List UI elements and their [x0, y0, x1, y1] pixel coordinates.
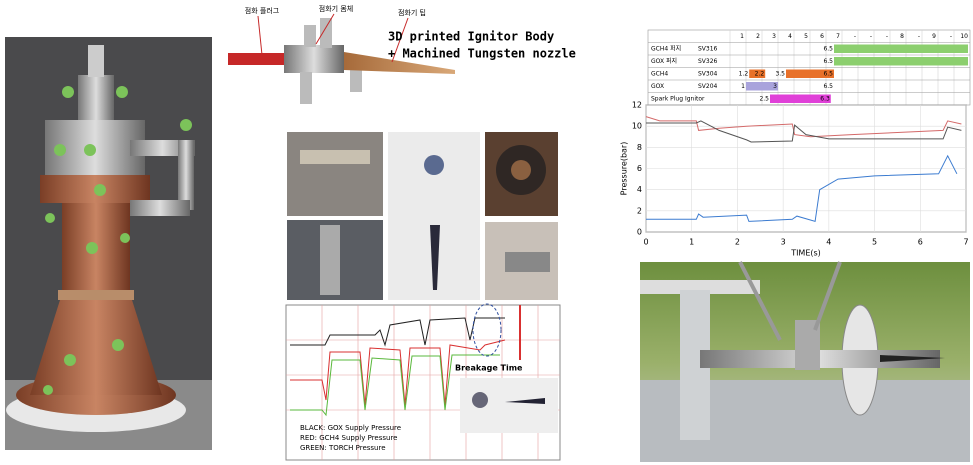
row-name: GCH4 퍼지 [651, 44, 681, 52]
valve-id: SV304 [698, 70, 718, 77]
test-stand-photo [640, 261, 970, 462]
row-name: GOX [651, 83, 664, 90]
x-tick-label: 5 [872, 238, 877, 247]
column-header: - [886, 33, 888, 40]
column-header: 3 [772, 33, 776, 40]
column-header: 6 [820, 33, 824, 40]
row-name: GCH4 [651, 70, 668, 77]
column-header: 7 [836, 33, 840, 40]
igniter-photo [5, 37, 212, 450]
cad-label: 점화 플러그 [245, 6, 280, 15]
x-tick-label: 7 [963, 238, 968, 247]
row-name: GOX 퍼지 [651, 57, 677, 65]
y-tick-label: 10 [632, 122, 642, 131]
legend-entry: RED: GCH4 Supply Pressure [300, 434, 397, 442]
photo-grid [287, 132, 558, 300]
column-header: - [854, 33, 856, 40]
x-tick-label: 0 [643, 238, 648, 247]
annotation: Breakage Time [455, 364, 523, 373]
time-label: 2.2 [755, 70, 765, 77]
cad-title: + Machined Tungsten nozzle [388, 47, 576, 61]
time-label: 2.5 [759, 95, 769, 102]
x-tick-label: 3 [781, 238, 786, 247]
cad-label: 점화기 몸체 [319, 4, 353, 13]
time-label: 6.5 [823, 70, 833, 77]
y-tick-label: 0 [637, 228, 642, 237]
y-tick-label: 12 [632, 101, 642, 110]
valve-id: SV326 [698, 58, 718, 65]
time-label: 3.5 [775, 70, 785, 77]
column-header: 9 [932, 33, 936, 40]
timing-bar [749, 69, 766, 78]
y-tick-label: 6 [637, 164, 642, 173]
time-label: 6.5 [823, 45, 833, 52]
time-label: 6.5 [823, 83, 833, 90]
column-header: - [950, 33, 952, 40]
column-header: 2 [756, 33, 760, 40]
row-name: Spark Plug Ignitor [651, 95, 705, 102]
time-label: 6.5 [823, 58, 833, 65]
x-tick-label: 6 [918, 238, 923, 247]
pressure-line [646, 154, 958, 223]
time-label: 3 [773, 83, 777, 90]
cad-title: 3D printed Ignitor Body [388, 30, 554, 44]
cad-labels: 점화 플러그 점화기 몸체 점화기 팁 3D printed Ignitor B… [245, 4, 576, 61]
timing-bar [746, 82, 778, 91]
x-tick-label: 1 [689, 238, 694, 247]
pressure-line [646, 120, 962, 143]
x-axis-label: TIME(s) [790, 249, 821, 258]
y-tick-label: 4 [637, 185, 642, 194]
valve-id: SV316 [698, 45, 718, 52]
column-header: - [870, 33, 872, 40]
timing-bar [834, 44, 968, 53]
column-header: 1 [740, 33, 744, 40]
column-header: 8 [900, 33, 904, 40]
time-label: 1.2 [739, 70, 749, 77]
y-tick-label: 2 [637, 206, 642, 215]
legend-entry: BLACK: GOX Supply Pressure [300, 424, 401, 432]
y-tick-label: 8 [637, 143, 642, 152]
column-header: 4 [788, 33, 792, 40]
cad-label: 점화기 팁 [398, 8, 426, 17]
timing-table: 1 2 3 4 5 6 7 - - - 8 - 9 - 10 GCH4 퍼지 SV316 6.5 GOX 퍼지 SV3… [647, 29, 971, 106]
timing-bar [834, 57, 968, 66]
timing-bar [786, 69, 834, 78]
column-header: - [918, 33, 920, 40]
timing-bar [770, 94, 831, 103]
time-label: 6.3 [820, 95, 830, 102]
x-tick-label: 4 [826, 238, 831, 247]
time-label: 1 [741, 83, 745, 90]
column-header: 5 [804, 33, 808, 40]
valve-id: SV204 [698, 83, 718, 90]
legend-entry: GREEN: TORCH Pressure [300, 444, 386, 452]
column-header: 10 [960, 33, 968, 40]
test-pressure-plot: Breakage Time BLACK: GOX Supply Pressure… [285, 303, 561, 461]
cad-render [228, 13, 455, 104]
y-axis-label: Pressure(bar) [620, 142, 629, 196]
x-tick-label: 2 [735, 238, 740, 247]
